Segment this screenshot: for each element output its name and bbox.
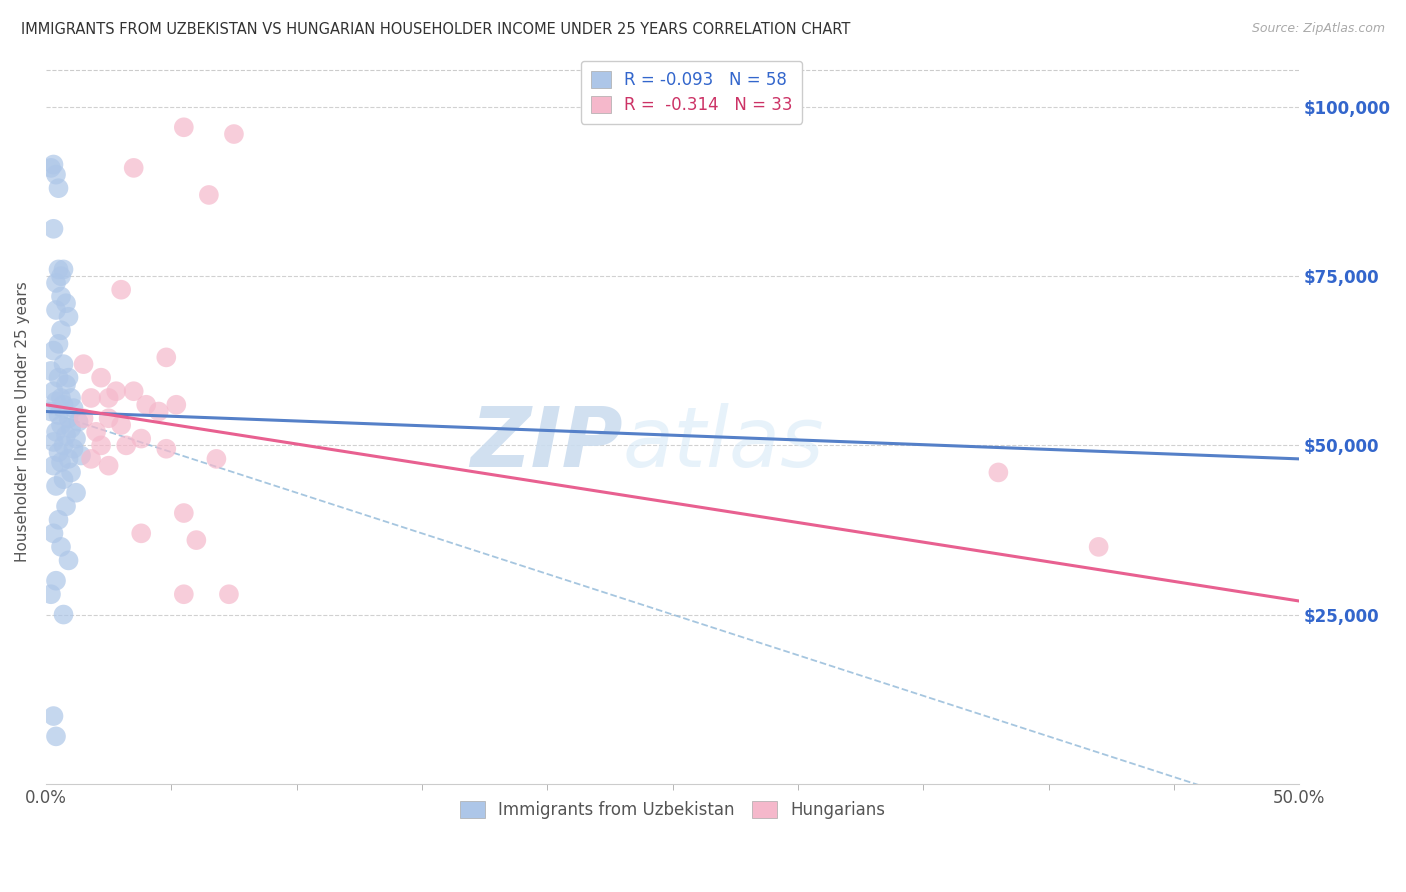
Point bbox=[97, 411, 120, 425]
Point bbox=[52, 262, 75, 277]
Point bbox=[186, 533, 208, 547]
Point bbox=[55, 296, 77, 310]
Point bbox=[58, 310, 80, 324]
Point bbox=[42, 384, 65, 399]
Point bbox=[173, 506, 195, 520]
Point bbox=[49, 540, 72, 554]
Point bbox=[39, 161, 62, 175]
Point bbox=[165, 398, 187, 412]
Point bbox=[49, 391, 72, 405]
Y-axis label: Householder Income Under 25 years: Householder Income Under 25 years bbox=[15, 281, 30, 562]
Point bbox=[39, 587, 62, 601]
Point bbox=[173, 120, 195, 135]
Point bbox=[42, 434, 65, 449]
Point bbox=[62, 442, 84, 456]
Point bbox=[45, 168, 67, 182]
Point bbox=[148, 404, 170, 418]
Point bbox=[155, 351, 177, 365]
Point bbox=[45, 394, 67, 409]
Point bbox=[45, 574, 67, 588]
Point bbox=[1087, 540, 1109, 554]
Point bbox=[218, 587, 240, 601]
Point bbox=[173, 587, 195, 601]
Point bbox=[55, 377, 77, 392]
Point bbox=[48, 445, 70, 459]
Point bbox=[58, 411, 80, 425]
Point bbox=[97, 391, 120, 405]
Point bbox=[122, 161, 145, 175]
Text: atlas: atlas bbox=[623, 403, 824, 483]
Point bbox=[58, 553, 80, 567]
Point bbox=[52, 607, 75, 622]
Point bbox=[48, 181, 70, 195]
Point bbox=[55, 428, 77, 442]
Point bbox=[45, 479, 67, 493]
Point bbox=[45, 303, 67, 318]
Point bbox=[198, 188, 221, 202]
Point bbox=[49, 418, 72, 433]
Point bbox=[80, 391, 103, 405]
Point bbox=[60, 466, 83, 480]
Text: ZIP: ZIP bbox=[470, 403, 623, 483]
Point bbox=[65, 432, 87, 446]
Point bbox=[84, 425, 107, 439]
Point bbox=[115, 438, 138, 452]
Point bbox=[60, 391, 83, 405]
Point bbox=[42, 343, 65, 358]
Point bbox=[90, 438, 112, 452]
Point bbox=[42, 526, 65, 541]
Point bbox=[205, 451, 228, 466]
Point bbox=[52, 472, 75, 486]
Point bbox=[42, 221, 65, 235]
Point bbox=[48, 408, 70, 422]
Point bbox=[52, 438, 75, 452]
Point bbox=[52, 357, 75, 371]
Point bbox=[45, 425, 67, 439]
Point bbox=[48, 370, 70, 384]
Point bbox=[987, 466, 1010, 480]
Point bbox=[60, 421, 83, 435]
Point bbox=[129, 432, 152, 446]
Point bbox=[48, 336, 70, 351]
Point bbox=[55, 500, 77, 514]
Point bbox=[42, 157, 65, 171]
Point bbox=[58, 370, 80, 384]
Point bbox=[48, 513, 70, 527]
Point bbox=[42, 458, 65, 473]
Point bbox=[49, 289, 72, 303]
Text: IMMIGRANTS FROM UZBEKISTAN VS HUNGARIAN HOUSEHOLDER INCOME UNDER 25 YEARS CORREL: IMMIGRANTS FROM UZBEKISTAN VS HUNGARIAN … bbox=[21, 22, 851, 37]
Point bbox=[110, 283, 132, 297]
Point bbox=[222, 127, 245, 141]
Point bbox=[52, 398, 75, 412]
Point bbox=[129, 526, 152, 541]
Point bbox=[58, 451, 80, 466]
Point bbox=[90, 370, 112, 384]
Point bbox=[67, 415, 90, 429]
Point bbox=[39, 404, 62, 418]
Point bbox=[39, 364, 62, 378]
Point bbox=[65, 485, 87, 500]
Point bbox=[122, 384, 145, 399]
Point bbox=[42, 709, 65, 723]
Point bbox=[45, 276, 67, 290]
Point bbox=[70, 449, 93, 463]
Point bbox=[97, 458, 120, 473]
Point bbox=[62, 401, 84, 416]
Point bbox=[80, 451, 103, 466]
Point bbox=[72, 411, 94, 425]
Legend: Immigrants from Uzbekistan, Hungarians: Immigrants from Uzbekistan, Hungarians bbox=[454, 795, 891, 826]
Point bbox=[49, 269, 72, 284]
Point bbox=[49, 455, 72, 469]
Point bbox=[105, 384, 128, 399]
Point bbox=[48, 262, 70, 277]
Text: Source: ZipAtlas.com: Source: ZipAtlas.com bbox=[1251, 22, 1385, 36]
Point bbox=[45, 730, 67, 744]
Point bbox=[49, 323, 72, 337]
Point bbox=[155, 442, 177, 456]
Point bbox=[110, 418, 132, 433]
Point bbox=[72, 357, 94, 371]
Point bbox=[135, 398, 157, 412]
